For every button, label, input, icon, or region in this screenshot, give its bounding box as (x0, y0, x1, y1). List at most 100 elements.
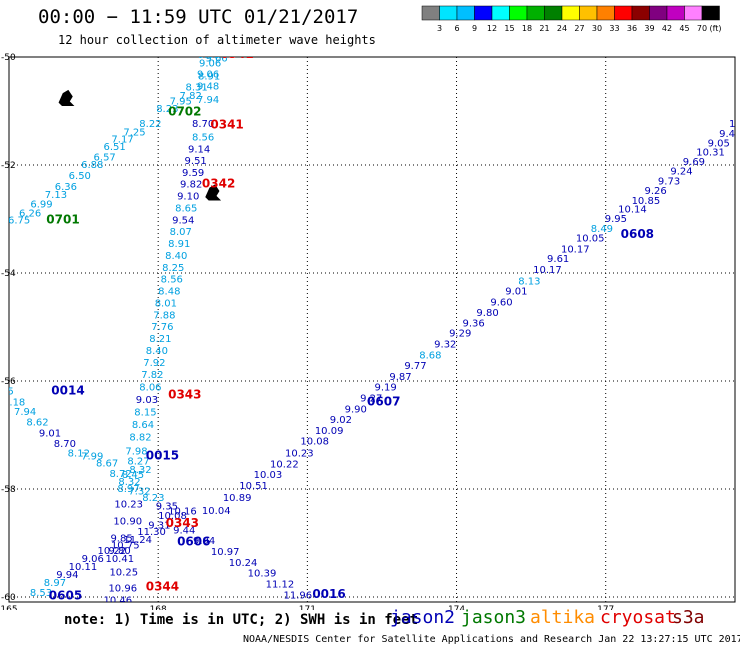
wave-height-value: 10.11 (69, 562, 98, 573)
pass-time-label: 0608 (621, 227, 654, 241)
wave-height-value: 10.14 (618, 205, 647, 216)
longitude-tick-label: 174 (448, 605, 465, 610)
colorbar-tick-label: 9 (472, 24, 477, 33)
wave-height-value: 9.51 (185, 156, 207, 167)
wave-height-value: 10.08 (158, 511, 187, 522)
wave-height-value: 11.30 (137, 527, 166, 538)
wave-height-value: 6.51 (103, 142, 125, 153)
wave-height-value: 9.29 (449, 329, 471, 340)
wave-height-value: 9.36 (463, 318, 485, 329)
longitude-tick-label: 171 (299, 605, 316, 610)
wave-height-value: 9.31 (148, 520, 170, 531)
wave-height-value: 10.6 (736, 109, 740, 120)
wave-height-value: 8.56 (192, 133, 214, 144)
wave-height-value: 8.65 (175, 203, 197, 214)
wave-height-value: 10.08 (300, 437, 329, 448)
wave-height-value: 8.32 (129, 465, 151, 476)
wave-height-value: 9.54 (172, 215, 194, 226)
wave-height-value: 8.23 (156, 104, 178, 115)
wave-height-value: 9.59 (182, 168, 204, 179)
pass-time-label: 0701 (46, 212, 79, 226)
wave-height-value: 10.22 (98, 546, 127, 557)
colorbar-tick-label: 70 (697, 24, 707, 33)
wave-height-value: 8.07 (170, 227, 192, 238)
wave-height-value: 10.41 (105, 554, 134, 565)
wave-height-value: 10.85 (632, 196, 661, 207)
wave-height-value: 8.91 (168, 239, 190, 250)
wave-height-value: 10.75 (111, 540, 140, 551)
latitude-tick-label: -54 (1, 269, 16, 279)
wave-height-value: 9.32 (434, 340, 456, 351)
map-frame (8, 56, 736, 603)
wave-height-value: 9.48 (197, 81, 219, 92)
auckland-islands-shape (58, 89, 75, 106)
satellite-legend-jason2: jason2 (390, 607, 456, 628)
wave-height-value: 9.60 (490, 297, 512, 308)
wave-height-value: 10.90 (113, 517, 142, 528)
wave-height-value: 9.87 (389, 372, 411, 383)
wave-height-value: 9.19 (374, 383, 396, 394)
map-islands (58, 89, 222, 201)
satellite-legend-s3a: s3a (672, 607, 705, 628)
pass-time-label: 0344 (146, 580, 179, 594)
wave-height-value: 10.04 (202, 506, 231, 517)
wave-height-value: 10.04 (729, 119, 740, 130)
wave-height-value: 8.70 (54, 439, 76, 450)
wave-height-value: 9.66 (205, 53, 227, 64)
wave-height-value: 8.06 (139, 383, 161, 394)
colorbar-swatch (701, 5, 720, 21)
wave-height-value: 8.25 (162, 263, 184, 274)
latitude-tick-label: -60 (1, 593, 16, 603)
latitude-tick-label: -52 (1, 161, 16, 171)
credit-line: NOAA/NESDIS Center for Satellite Applica… (243, 634, 740, 645)
wave-height-value: 7.94 (14, 407, 36, 418)
longitude-tick-label: 168 (150, 605, 167, 610)
wave-height-value: 10.24 (229, 558, 258, 569)
map-title: 00:00 − 11:59 UTC 01/21/2017 (38, 6, 359, 28)
wave-height-value: 8.40 (146, 346, 168, 357)
wave-height-map: 165 168 171 174 177-50-52-54-56-58-60 9.559.… (0, 53, 740, 610)
wave-height-value: 9.14 (188, 145, 210, 156)
wave-height-value: 9.06 (199, 59, 221, 70)
wave-height-value: 10.46 (103, 595, 132, 606)
pass-time-label: 0014 (51, 384, 84, 398)
wave-height-value: 8.97 (44, 578, 66, 589)
wave-height-value: 8.15 (134, 408, 156, 419)
wave-height-value: 6.88 (81, 160, 103, 171)
wave-height-value: 11.12 (266, 579, 295, 590)
pass-time-label: 0702 (168, 104, 201, 118)
pass-time-label: 0341 (210, 117, 243, 131)
wave-height-value: 10.17 (533, 265, 562, 276)
wave-height-value: 9.01 (505, 287, 527, 298)
pass-time-label: 0607 (367, 394, 400, 408)
wave-height-value: 6.99 (30, 200, 52, 211)
wave-height-colorbar: 3 6 9 12 15 18 21 24 27 30 33 36 39 42 45 70 (ft) (421, 5, 722, 33)
latitude-tick-label: -58 (1, 485, 16, 495)
pass-time-label: 0343 (168, 387, 201, 401)
wave-height-value: 8.64 (132, 420, 154, 431)
wave-height-value: 9.80 (108, 546, 130, 557)
wave-height-value: 6.26 (19, 208, 41, 219)
wave-height-value: 8.01 (155, 298, 177, 309)
wave-height-value: 9.80 (476, 308, 498, 319)
wave-height-value: 10.31 (696, 147, 725, 158)
footnote: note: 1) Time is in UTC; 2) SWH is in fe… (64, 612, 419, 628)
wave-height-value: 6.75 (8, 215, 30, 226)
wave-height-value: 9.61 (547, 254, 569, 265)
satellite-legend-cryosat: cryosat (600, 607, 676, 628)
wave-height-value: 10.05 (576, 234, 605, 245)
wave-height-value: 10.16 (168, 506, 197, 517)
wave-height-value: 8.21 (149, 334, 171, 345)
colorbar-tick-label: 6 (454, 24, 459, 33)
wave-height-value: 7.94 (197, 95, 219, 106)
wave-height-value: 9.05 (708, 139, 730, 150)
wave-height-value: 9.03 (136, 395, 158, 406)
wave-height-value: 9.10 (177, 192, 199, 203)
wave-height-value: 10.09 (315, 426, 344, 437)
wave-height-value: 7.82 (141, 370, 163, 381)
colorbar-tick-label: 36 (627, 24, 637, 33)
colorbar-tick-label: 12 (487, 24, 497, 33)
colorbar-tick-label: 30 (592, 24, 602, 33)
colorbar-tick-label: 45 (679, 24, 689, 33)
